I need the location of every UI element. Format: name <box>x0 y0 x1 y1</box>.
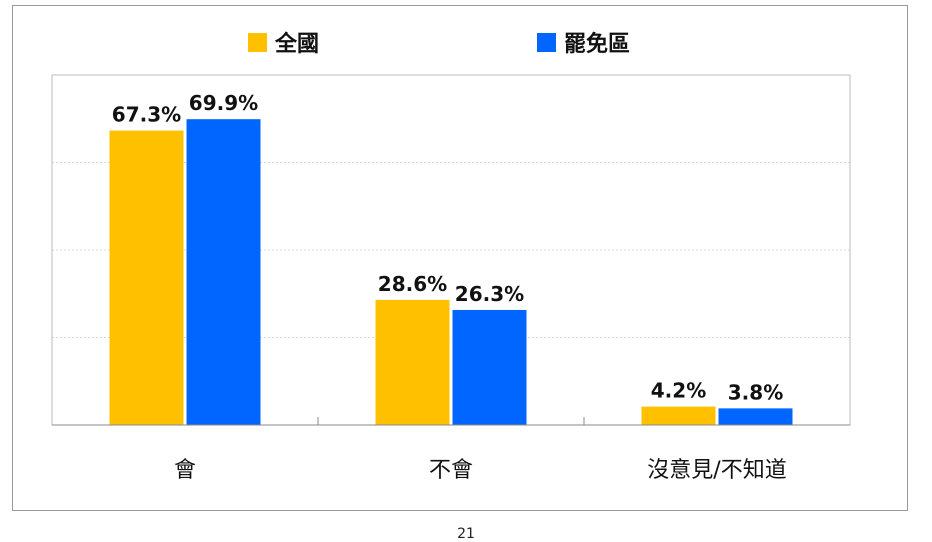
gridlines <box>52 162 850 338</box>
data-label: 26.3% <box>455 282 524 306</box>
data-label: 4.2% <box>651 379 706 403</box>
legend-swatch <box>248 33 267 52</box>
data-label: 28.6% <box>378 272 447 296</box>
x-tick-label: 沒意見/不知道 <box>647 458 786 483</box>
x-axis: 會 不會 沒意見/不知道 <box>52 417 850 483</box>
bar <box>718 408 793 425</box>
legend: 全國 罷免區 <box>248 31 630 57</box>
bars <box>109 119 793 425</box>
data-label: 67.3% <box>112 103 181 127</box>
legend-label: 全國 <box>274 31 319 57</box>
value-labels: 67.3% 69.9% 28.6% 26.3% 4.2% 3.8% <box>112 91 783 404</box>
bar <box>186 119 261 425</box>
x-tick-label: 不會 <box>429 458 473 483</box>
x-tick-label: 會 <box>174 458 196 483</box>
legend-label: 罷免區 <box>564 31 630 57</box>
data-label: 3.8% <box>728 380 783 404</box>
bar <box>375 299 450 425</box>
legend-swatch <box>537 33 556 52</box>
bar <box>452 309 527 425</box>
data-label: 69.9% <box>189 91 258 115</box>
bar <box>109 130 184 425</box>
page-number: 21 <box>457 526 475 542</box>
bar <box>641 406 716 425</box>
